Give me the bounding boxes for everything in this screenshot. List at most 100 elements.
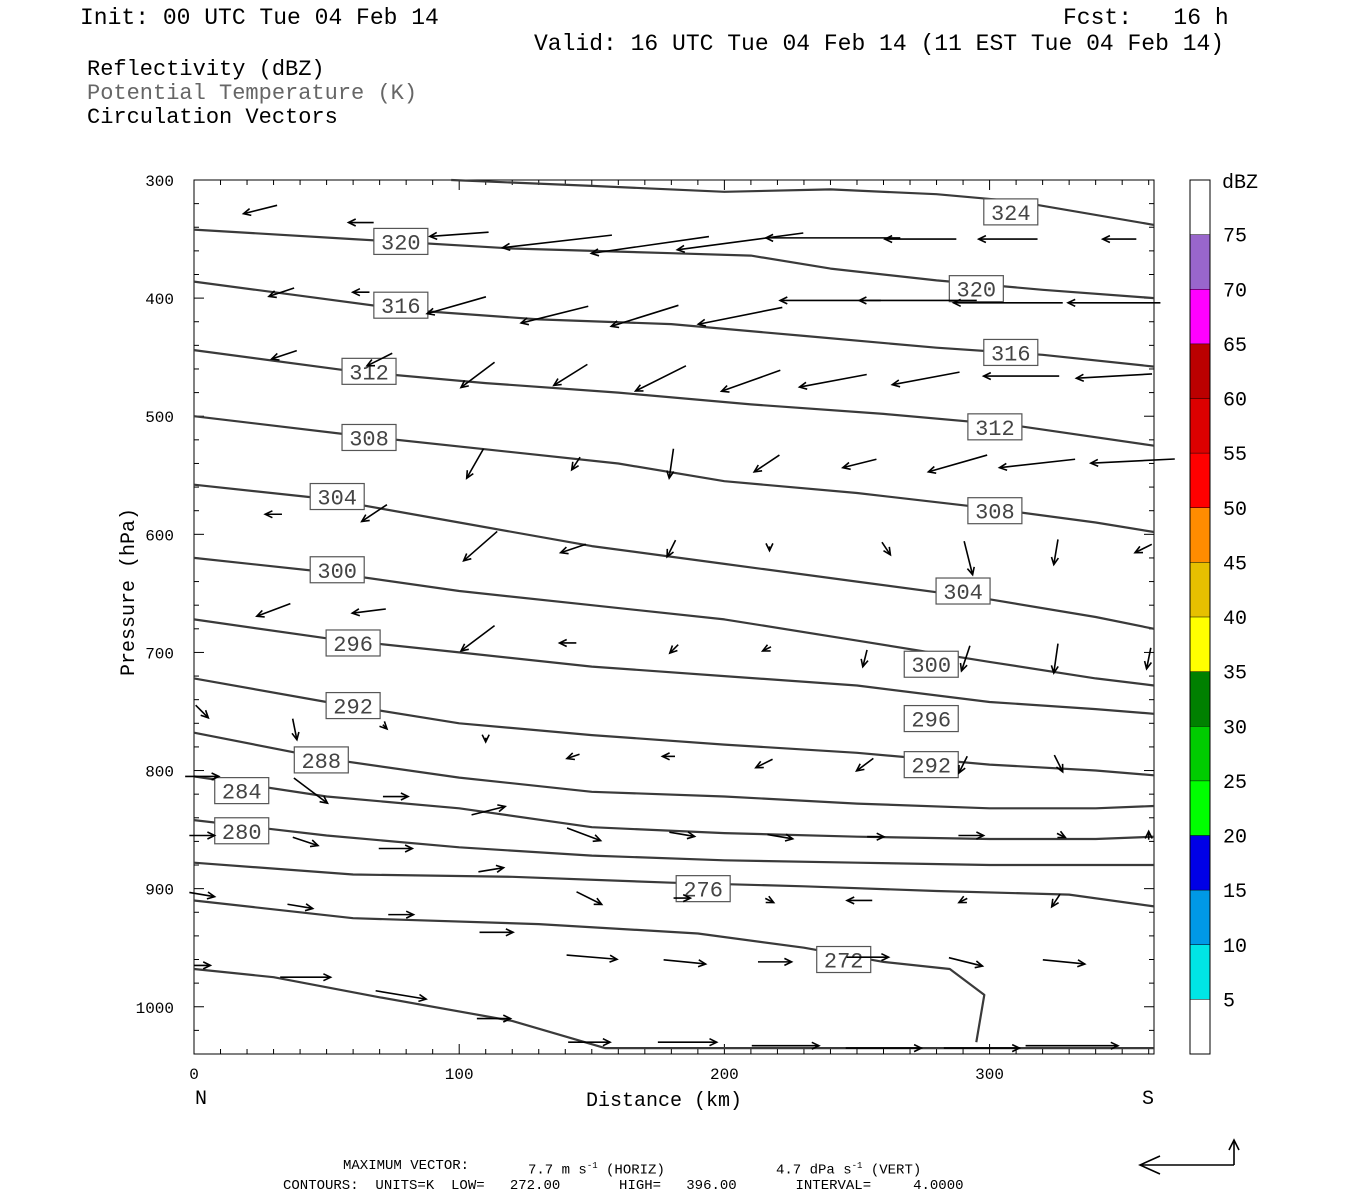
circulation-vector-head — [1100, 234, 1111, 244]
circulation-vector-head — [425, 307, 436, 316]
contour-label-box — [309, 482, 365, 511]
plot-frame — [193, 179, 1155, 1055]
circulation-vector-head — [593, 897, 604, 906]
circulation-vector — [520, 305, 589, 324]
circulation-vector-head — [951, 298, 962, 308]
circulation-vector-head — [709, 1037, 719, 1047]
contour-label: 292 — [911, 755, 951, 780]
contour-label-box — [903, 650, 959, 678]
colorbar-tick-label: 55 — [1223, 444, 1247, 467]
contour-label: 316 — [381, 295, 421, 320]
contour-label-box — [325, 629, 381, 657]
circulation-vector-head — [346, 218, 357, 227]
contour-label-box — [967, 497, 1023, 525]
contour-label: 276 — [683, 879, 723, 904]
colorbar-tick-label: 75 — [1223, 226, 1247, 249]
circulation-vector-head — [400, 792, 410, 801]
circulation-vector-head — [323, 973, 333, 982]
colorbar-band — [1190, 999, 1210, 1054]
circulation-vector-head — [418, 993, 428, 1003]
contour-label-box — [983, 338, 1039, 367]
circulation-vector-head — [206, 891, 217, 900]
circulation-vector-head — [565, 752, 575, 761]
circulation-vector — [366, 352, 393, 367]
colorbar-tick-label: 5 — [1223, 990, 1235, 1013]
contour-label: 324 — [991, 202, 1031, 227]
circulation-vector-head — [202, 961, 213, 970]
circulation-vector — [881, 541, 892, 556]
circulation-vector-head — [609, 320, 620, 329]
circulation-vector-head — [686, 831, 697, 840]
init-time: Init: 00 UTC Tue 04 Feb 14 — [80, 5, 439, 31]
circulation-vector-head — [211, 772, 221, 781]
field-circulation-vectors: Circulation Vectors — [87, 105, 338, 130]
circulation-vector — [268, 287, 295, 298]
circulation-vector — [635, 365, 687, 392]
circulation-vector-head — [462, 553, 472, 563]
y-tick-label: 600 — [145, 527, 174, 545]
circulation-vector — [767, 833, 793, 840]
circulation-vector-head — [811, 1041, 821, 1050]
valid-time: Valid: 16 UTC Tue 04 Feb 14 (11 EST Tue … — [534, 31, 1225, 57]
circulation-vector-head — [1066, 298, 1076, 308]
circulation-vector-head — [784, 833, 795, 842]
circulation-vector — [566, 827, 601, 842]
forecast-hour: Fcst: 16 h — [1063, 5, 1229, 31]
contour-label: 304 — [317, 487, 357, 512]
circulation-vector-head — [765, 543, 774, 553]
contour-label: 308 — [349, 427, 389, 452]
circulation-vector — [271, 349, 298, 360]
circulation-vector-head — [592, 834, 603, 843]
colorbar-band — [1190, 398, 1210, 454]
circulation-vector — [463, 530, 498, 562]
theta-contour-line — [193, 861, 1155, 908]
circulation-vector-head — [760, 644, 771, 652]
colorbar-tick-label: 20 — [1223, 827, 1247, 850]
circulation-vector-head — [966, 566, 975, 577]
circulation-vector-head — [881, 952, 891, 962]
circulation-vector — [698, 306, 783, 326]
circulation-vector — [293, 777, 328, 804]
circulation-vector-head — [926, 465, 937, 474]
theta-contour-line — [193, 228, 1155, 300]
circulation-vector — [666, 539, 677, 558]
circulation-vector-head — [505, 928, 515, 937]
theta-contour-line — [193, 415, 1155, 534]
circulation-vector-head — [1050, 665, 1059, 675]
circulation-vector — [963, 540, 974, 575]
contour-label: 296 — [333, 633, 373, 658]
colorbar-band — [1190, 726, 1210, 781]
circulation-vector — [892, 371, 960, 386]
contour-label: 284 — [222, 781, 262, 806]
circulation-vector-head — [764, 233, 774, 243]
contour-label: 288 — [301, 750, 341, 775]
circulation-vector — [721, 369, 781, 393]
circulation-vector-head — [1144, 829, 1153, 839]
x-axis-title: Distance (km) — [586, 1090, 742, 1113]
circulation-vector-head — [1057, 830, 1068, 839]
colorbar-tick-label: 70 — [1223, 280, 1247, 303]
circulation-vector — [471, 805, 506, 816]
circulation-vector-head — [459, 380, 469, 389]
colorbar-band — [1190, 617, 1210, 672]
circulation-vector-head — [309, 839, 320, 848]
field-reflectivity: Reflectivity (dBZ) — [87, 57, 325, 82]
circulation-vector-head — [1143, 660, 1153, 671]
contour-label-box — [967, 413, 1023, 441]
circulation-vector-head — [841, 461, 851, 471]
circulation-vector-head — [883, 546, 892, 557]
contour-label-box — [903, 751, 959, 779]
circulation-vector-head — [876, 832, 886, 841]
circulation-vector — [862, 649, 868, 667]
circulation-vector-head — [958, 764, 966, 775]
contour-label: 296 — [911, 709, 951, 734]
circulation-vector-head — [405, 910, 416, 919]
field-potential-temperature: Potential Temperature (K) — [87, 81, 418, 106]
circulation-vector — [668, 448, 675, 479]
contour-label: 304 — [943, 581, 983, 606]
colorbar-tick-label: 30 — [1223, 717, 1247, 740]
circulation-vector-head — [857, 296, 867, 305]
south-label: S — [1142, 1088, 1154, 1111]
circulation-vector — [1090, 458, 1175, 464]
circulation-vector-head — [913, 1043, 924, 1053]
